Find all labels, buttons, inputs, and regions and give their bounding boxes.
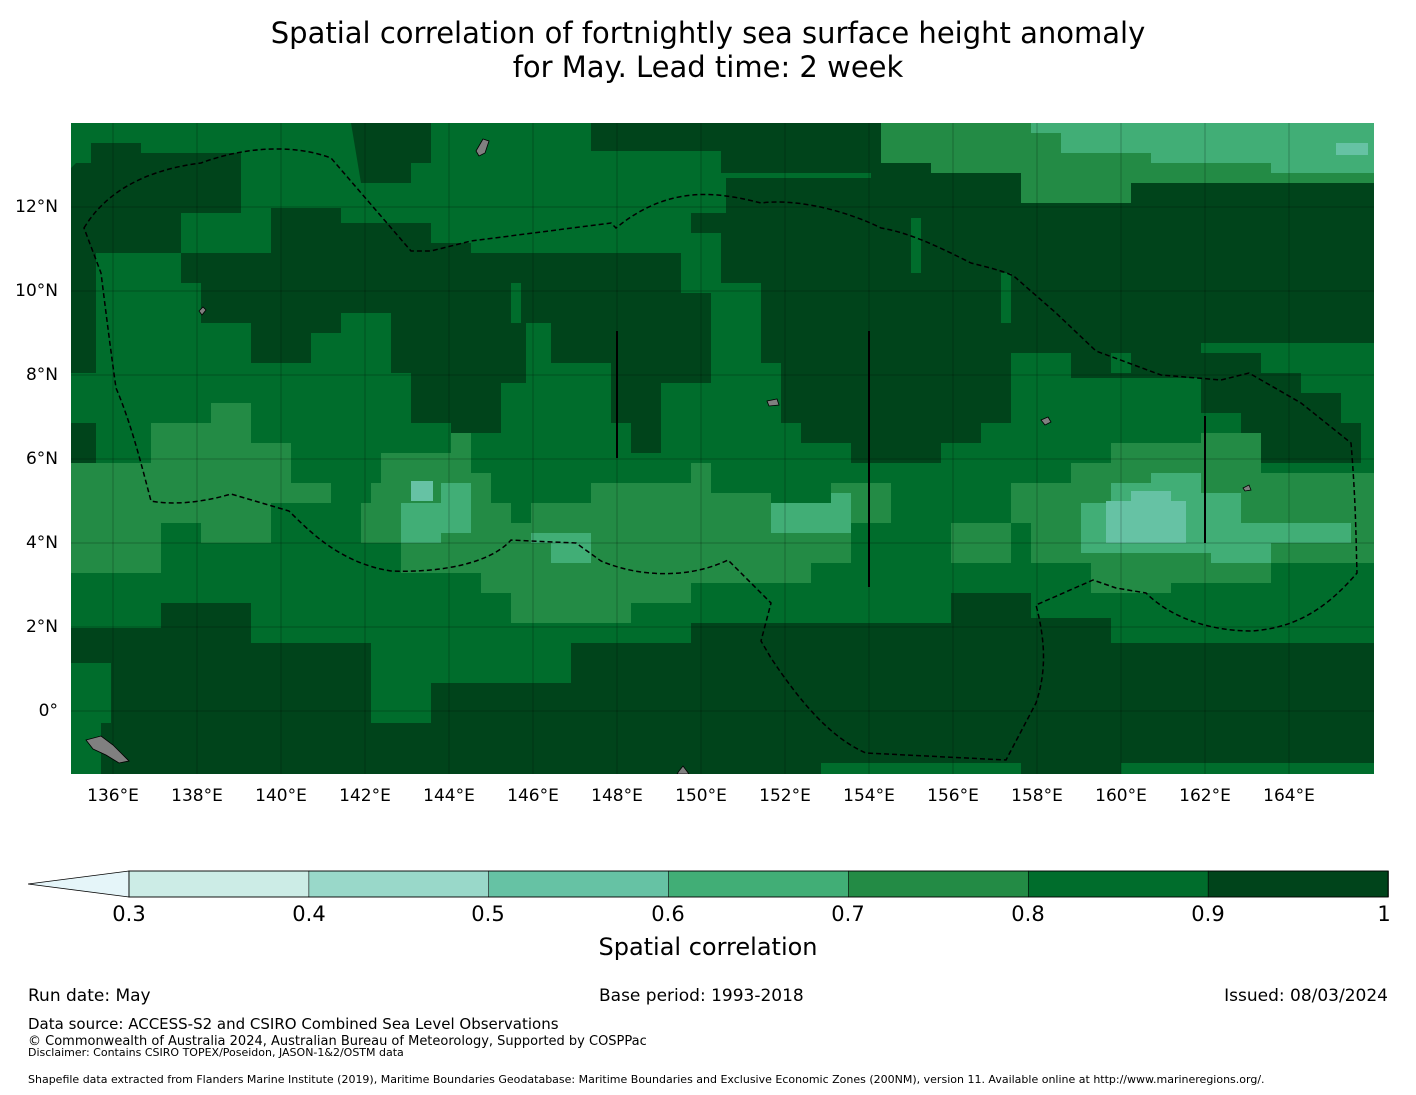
colorbar-segment-0.5-0.6 bbox=[488, 870, 670, 898]
colorbar-segment-0.9-1 bbox=[1207, 870, 1389, 898]
colorbar-tick-0.4: 0.4 bbox=[292, 902, 326, 926]
run-date: Run date: May bbox=[28, 986, 151, 1006]
lon-label-150e: 150°E bbox=[675, 786, 727, 806]
island-guam-area bbox=[475, 138, 490, 157]
lon-label-164e: 164°E bbox=[1263, 786, 1315, 806]
colorbar-segment-0.8-0.9 bbox=[1027, 870, 1209, 898]
colorbar-segment-0.3-0.4 bbox=[128, 870, 310, 898]
lon-label-152e: 152°E bbox=[759, 786, 811, 806]
copyright: © Commonwealth of Australia 2024, Austra… bbox=[28, 1034, 647, 1049]
disclaimer: Disclaimer: Contains CSIRO TOPEX/Poseido… bbox=[28, 1046, 404, 1059]
lat-label-8n: 8°N bbox=[25, 365, 58, 385]
island-new-guinea-coast bbox=[85, 735, 130, 764]
island-palau-area bbox=[198, 306, 207, 316]
colorbar-outline bbox=[128, 870, 1389, 898]
island-kosrae-area bbox=[1242, 484, 1252, 492]
lon-label-142e: 142°E bbox=[339, 786, 391, 806]
map-title-line-1: Spatial correlation of fortnightly sea s… bbox=[270, 16, 1146, 50]
data-artifact-lines bbox=[616, 331, 1206, 587]
lon-label-160e: 160°E bbox=[1095, 786, 1147, 806]
lon-label-140e: 140°E bbox=[255, 786, 307, 806]
colorbar-segment-0.4-0.5 bbox=[308, 870, 490, 898]
lat-label-4n: 4°N bbox=[25, 533, 58, 553]
lon-label-156e: 156°E bbox=[927, 786, 979, 806]
colorbar-tick-0.8: 0.8 bbox=[1011, 902, 1045, 926]
lon-label-148e: 148°E bbox=[591, 786, 643, 806]
lon-label-158e: 158°E bbox=[1011, 786, 1063, 806]
lat-label-10n: 10°N bbox=[15, 281, 58, 301]
band-0.9-1-north bbox=[71, 123, 1374, 463]
data-source: Data source: ACCESS-S2 and CSIRO Combine… bbox=[28, 1015, 559, 1033]
colorbar-tick-0.9: 0.9 bbox=[1191, 902, 1225, 926]
lon-label-136e: 136°E bbox=[87, 786, 139, 806]
colorbar-segment-0.7-0.8 bbox=[848, 870, 1030, 898]
lat-label-12n: 12°N bbox=[15, 197, 58, 217]
eez-boundaries bbox=[83, 148, 1358, 761]
colorbar-segments bbox=[128, 870, 1389, 898]
shapefile-credit: Shapefile data extracted from Flanders M… bbox=[28, 1073, 1265, 1086]
lon-label-162e: 162°E bbox=[1179, 786, 1231, 806]
lon-label-146e: 146°E bbox=[507, 786, 559, 806]
lat-label-0: 0° bbox=[38, 701, 58, 721]
colorbar-segment-0.6-0.7 bbox=[668, 870, 850, 898]
lat-label-6n: 6°N bbox=[25, 449, 58, 469]
colorbar-title: Spatial correlation bbox=[598, 933, 818, 961]
map-title-line-2: for May. Lead time: 2 week bbox=[512, 50, 904, 84]
colorbar-tick-1: 1 bbox=[1377, 902, 1391, 926]
land-islands bbox=[85, 138, 1252, 774]
island-chuuk-area bbox=[766, 398, 780, 407]
issued-date: Issued: 08/03/2024 bbox=[1224, 986, 1388, 1006]
lon-label-138e: 138°E bbox=[171, 786, 223, 806]
colorbar-tick-0.6: 0.6 bbox=[651, 902, 685, 926]
band-0.5-0.6 bbox=[411, 143, 1368, 543]
lon-label-154e: 154°E bbox=[843, 786, 895, 806]
map-gridlines bbox=[71, 123, 1374, 774]
island-pohnpei-area bbox=[1040, 416, 1052, 426]
correlation-map bbox=[71, 123, 1374, 774]
colorbar-tick-0.3: 0.3 bbox=[112, 902, 146, 926]
colorbar bbox=[28, 870, 1389, 898]
colorbar-tick-0.7: 0.7 bbox=[831, 902, 865, 926]
correlation-map-svg bbox=[71, 123, 1374, 774]
base-period: Base period: 1993-2018 bbox=[599, 986, 804, 1006]
lon-label-144e: 144°E bbox=[423, 786, 475, 806]
colorbar-tick-0.5: 0.5 bbox=[471, 902, 505, 926]
lat-label-2n: 2°N bbox=[25, 617, 58, 637]
island-bismarck-area bbox=[676, 765, 690, 774]
colorbar-under-triangle bbox=[28, 870, 130, 898]
